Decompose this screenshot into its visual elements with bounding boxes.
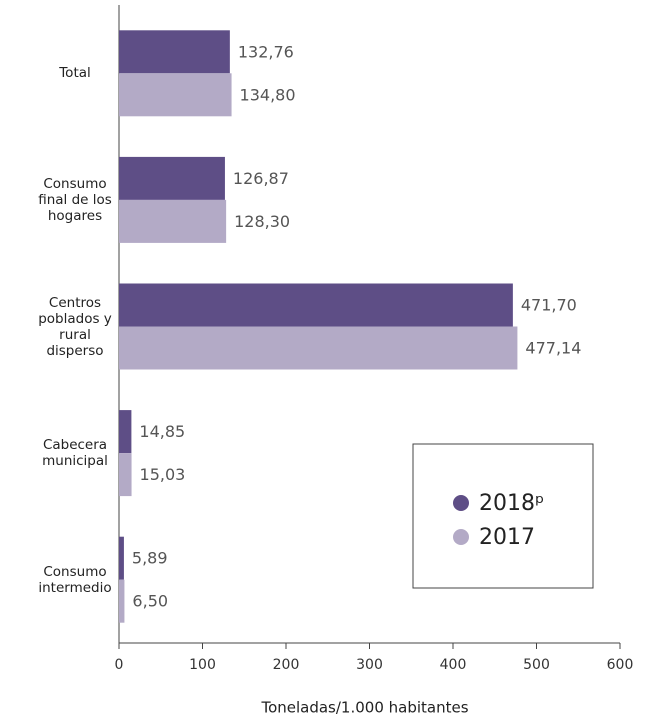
- x-tick-label: 300: [356, 657, 383, 673]
- value-label: 477,14: [525, 339, 581, 358]
- x-tick-label: 500: [523, 657, 550, 673]
- bar: [119, 326, 518, 370]
- bar: [119, 536, 124, 580]
- category-label: Centros poblados y rural disperso: [38, 294, 112, 359]
- legend-swatch: [453, 495, 469, 511]
- bar: [119, 410, 132, 454]
- x-tick-label: 100: [189, 657, 216, 673]
- bar: [119, 30, 230, 74]
- bar: [119, 283, 513, 327]
- x-tick-label: 600: [607, 657, 634, 673]
- value-label: 5,89: [132, 549, 168, 568]
- x-axis-label: Toneladas/1.000 habitantes: [260, 699, 468, 717]
- value-label: 128,30: [234, 212, 290, 231]
- bar: [119, 199, 227, 243]
- value-label: 471,70: [521, 296, 577, 315]
- x-tick-label: 400: [440, 657, 467, 673]
- category-label: Consumo final de los hogares: [38, 175, 112, 224]
- category-label: Consumo intermedio: [38, 563, 112, 596]
- bar: [119, 453, 132, 497]
- bar: [119, 579, 125, 623]
- category-label: Cabecera municipal: [42, 437, 108, 470]
- bar: [119, 156, 225, 200]
- value-label: 126,87: [233, 169, 289, 188]
- legend-swatch: [453, 529, 469, 545]
- bar: [119, 73, 232, 117]
- x-tick-label: 0: [115, 657, 124, 673]
- legend-label: 2017: [479, 525, 535, 550]
- legend-label: 2018ᵖ: [479, 491, 544, 516]
- value-label: 132,76: [238, 42, 294, 61]
- value-label: 15,03: [140, 465, 186, 484]
- value-label: 14,85: [139, 422, 185, 441]
- legend-box: [412, 443, 594, 589]
- value-label: 134,80: [240, 85, 296, 104]
- value-label: 6,50: [132, 592, 168, 611]
- x-tick-label: 200: [273, 657, 300, 673]
- category-label: Total: [59, 65, 91, 82]
